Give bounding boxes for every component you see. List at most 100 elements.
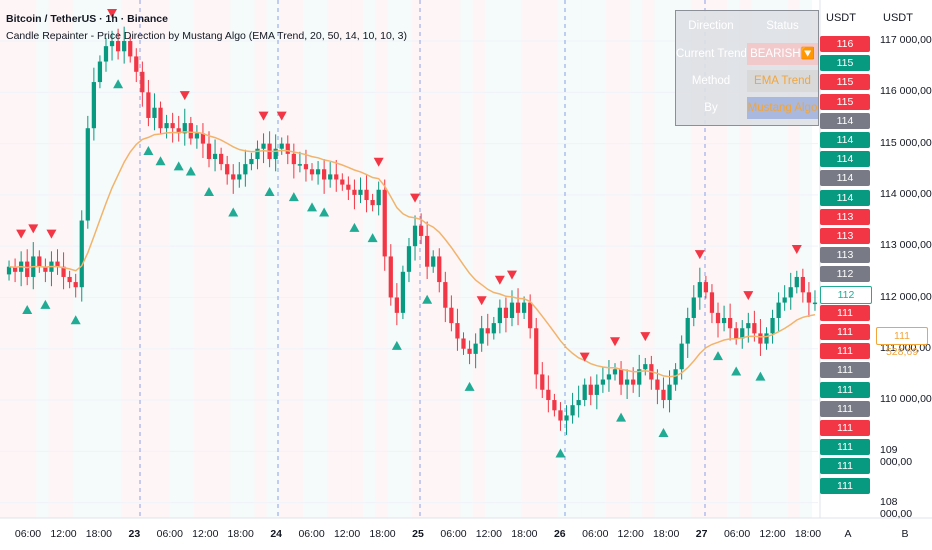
signal-up-triangle — [555, 448, 566, 458]
x-tick-label: 12:00 — [192, 528, 219, 540]
current-price-label: 111 528,69 — [876, 327, 928, 358]
x-tick-label: 12:00 — [475, 528, 503, 540]
signal-markers — [16, 9, 802, 458]
indicator-label[interactable]: Candle Repainter - Price Direction by Mu… — [6, 30, 407, 42]
signal-up-triangle — [143, 145, 154, 155]
bg-band — [193, 0, 207, 518]
price-tag: 111 265,51 — [820, 477, 870, 508]
x-tick-label: 24 — [270, 528, 283, 540]
axis-letter-b: B — [901, 528, 909, 540]
status-table: Direction Status Current Trend BEARISH🔽 … — [675, 10, 819, 126]
signal-down-triangle — [179, 91, 190, 101]
bg-band — [751, 0, 764, 518]
candle-body — [776, 302, 781, 318]
status-header-row: Direction Status — [676, 15, 818, 37]
bg-band — [169, 0, 182, 518]
candle-body — [691, 297, 696, 318]
status-value-trend: BEARISH🔽 — [747, 43, 818, 65]
candle-body — [328, 174, 333, 180]
status-row-trend: Current Trend BEARISH🔽 — [676, 43, 818, 65]
candle-body — [182, 123, 187, 134]
candle-body — [243, 164, 248, 175]
candle-body — [606, 374, 612, 380]
candle-body — [364, 189, 369, 201]
candle-body — [588, 384, 593, 395]
candle-body — [61, 266, 66, 277]
x-tick-label: 25 — [412, 528, 424, 540]
signal-down-triangle — [791, 244, 802, 254]
candle-body — [255, 148, 260, 159]
candle-body — [582, 384, 587, 401]
bg-band — [472, 0, 485, 518]
candle-body — [346, 184, 351, 190]
candle-body — [570, 405, 575, 416]
bg-band — [363, 0, 376, 518]
y-tick-label: 109 000,00 — [880, 444, 913, 469]
candle-body — [388, 256, 393, 298]
candle-body — [679, 343, 684, 370]
status-row-method: Method EMA Trend — [676, 70, 818, 92]
candle-body — [303, 164, 309, 170]
bg-band — [278, 0, 291, 518]
candle-body — [376, 189, 381, 206]
candle-body — [637, 369, 642, 385]
candle-body — [91, 82, 96, 129]
candle-body — [764, 333, 769, 344]
candle-body — [740, 328, 745, 339]
candle-body — [79, 220, 84, 288]
bg-band — [787, 0, 800, 518]
candle-body — [25, 261, 30, 277]
bg-band — [460, 0, 473, 518]
signal-up-triangle — [367, 233, 378, 243]
signal-up-triangle — [173, 161, 184, 171]
candle-body — [400, 271, 406, 313]
candle-body — [334, 174, 339, 180]
bg-band — [387, 0, 400, 518]
x-tick-label: 06:00 — [723, 528, 751, 540]
bg-band — [339, 0, 352, 518]
signal-down-triangle — [276, 111, 287, 121]
bg-band — [266, 0, 279, 518]
candles — [6, 26, 818, 435]
bg-band — [702, 0, 716, 518]
signal-up-triangle — [658, 428, 669, 438]
currency-label-a[interactable]: USDT — [826, 12, 856, 24]
price-tag: 111 780,39 — [820, 324, 870, 354]
candle-body — [746, 323, 751, 329]
bg-band — [412, 0, 425, 518]
signal-down-triangle — [16, 229, 27, 239]
x-tick-label: 18:00 — [653, 528, 680, 540]
candle-body — [515, 302, 521, 313]
signal-down-triangle — [743, 291, 754, 301]
bg-band — [218, 0, 231, 518]
status-label-trend: Current Trend — [676, 48, 746, 60]
y-tick-label: 110 000,00 — [880, 393, 932, 405]
price-tag: 111 287,43 — [820, 458, 870, 488]
signal-up-triangle — [22, 304, 33, 314]
bg-band — [60, 0, 73, 518]
bg-band — [36, 0, 49, 518]
candle-body — [134, 56, 139, 72]
signal-up-triangle — [155, 156, 166, 166]
x-tick-label: 12:00 — [50, 528, 77, 540]
price-tag: 111 546,39 — [820, 381, 870, 412]
bg-band — [581, 0, 594, 518]
price-tag: 113 493,72 — [820, 228, 870, 258]
candle-body — [231, 174, 236, 180]
price-tag: 115 774,66 — [820, 55, 870, 85]
candle-body — [734, 328, 739, 339]
candle-body — [521, 302, 527, 313]
x-tick-label: 18:00 — [511, 528, 538, 540]
signal-up-triangle — [349, 222, 360, 232]
candle-body — [285, 143, 290, 154]
currency-label-b[interactable]: USDT — [883, 12, 913, 24]
candle-body — [261, 143, 266, 149]
candle-body — [322, 169, 327, 180]
candle-body — [146, 92, 151, 118]
bg-band — [181, 0, 194, 518]
signal-down-triangle — [579, 352, 590, 362]
status-value-by: Mustang Algo — [747, 97, 818, 119]
price-tag: 111 335,02 — [820, 400, 870, 431]
candle-body — [685, 317, 690, 344]
